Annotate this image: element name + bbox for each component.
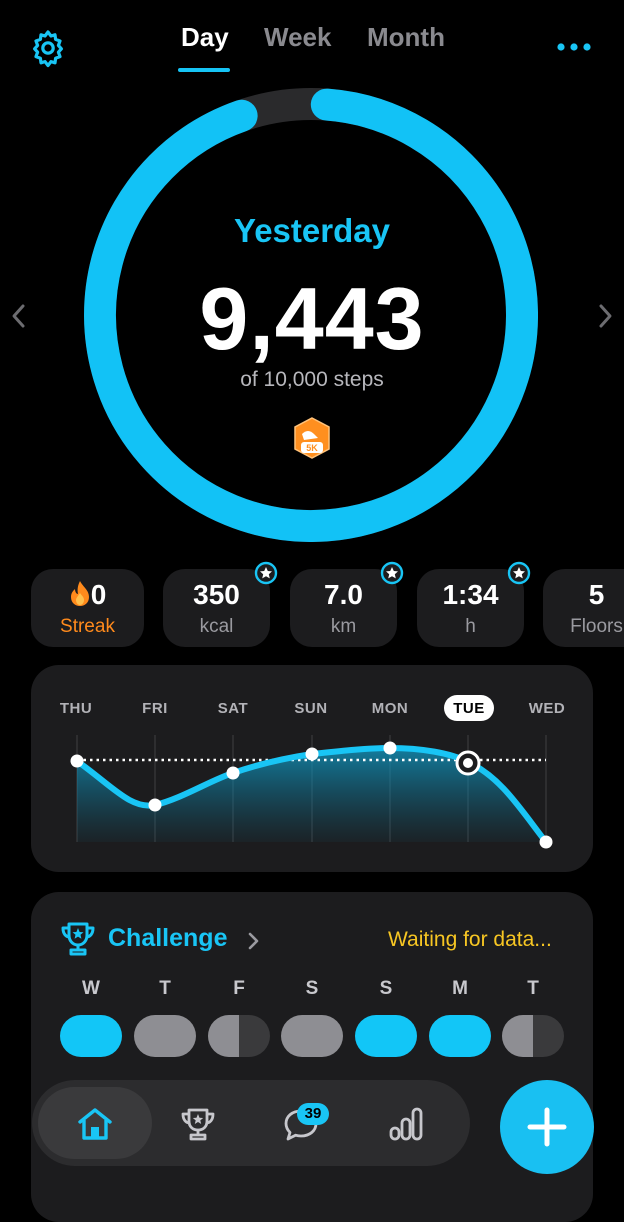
summary-title: Yesterday (234, 212, 390, 249)
chart-point (383, 741, 397, 755)
stat-streak-value: 0 (90, 579, 107, 610)
stat-kcal-label: kcal (199, 616, 234, 637)
notification-badge: 39 (297, 1103, 329, 1125)
challenge-day-label: F (233, 978, 245, 999)
challenge-day-progress (355, 1015, 417, 1057)
chart-day-label[interactable]: FRI (142, 700, 168, 717)
chart-point (70, 754, 84, 768)
previous-day-icon[interactable] (8, 298, 30, 334)
stat-floors-label: Floors (570, 616, 623, 637)
challenge-day-progress (208, 1015, 270, 1057)
stat-kcal-value: 350 (193, 579, 240, 610)
stat-distance[interactable]: 7.0 km (290, 561, 404, 647)
tab-week[interactable]: Week (264, 22, 332, 52)
tab-month[interactable]: Month (367, 22, 445, 52)
stat-time-value: 1:34 (442, 579, 499, 610)
challenge-day-progress (60, 1015, 122, 1057)
chart-day-label[interactable]: MON (371, 700, 409, 717)
steps-value: 9,443 (199, 269, 425, 368)
plus-icon (527, 1107, 567, 1147)
stat-floors-value: 5 (588, 579, 605, 610)
star-badge-icon (380, 561, 404, 585)
next-day-icon[interactable] (594, 298, 616, 334)
selected-day-pill (444, 695, 494, 721)
stat-distance-label: km (330, 616, 357, 637)
challenge-title[interactable]: Challenge (108, 924, 228, 952)
trophy-icon[interactable] (178, 1104, 218, 1144)
challenge-day-label: W (82, 978, 100, 999)
stat-distance-value: 7.0 (324, 579, 363, 610)
chart-point (148, 798, 162, 812)
stat-time-label: h (465, 616, 476, 637)
chevron-right-icon[interactable] (245, 930, 261, 952)
trophy-icon (61, 922, 95, 956)
challenge-card[interactable] (31, 892, 593, 1222)
weekly-steps-chart (70, 735, 553, 849)
chart-point (305, 747, 319, 761)
chart-day-label[interactable]: THU (59, 700, 93, 717)
challenge-day-label: T (527, 978, 539, 999)
tab-day[interactable]: Day (181, 22, 229, 52)
badge-5k-icon: 5K (294, 417, 330, 459)
stat-floors[interactable]: 5 Floors (543, 569, 624, 647)
steps-goal: of 10,000 steps (240, 368, 384, 391)
chart-day-label[interactable]: SAT (217, 700, 249, 717)
challenge-day-progress (502, 1015, 564, 1057)
chart-point (226, 766, 240, 780)
challenge-status: Waiting for data... (388, 928, 552, 951)
star-badge-icon (507, 561, 531, 585)
chart-point (539, 835, 553, 849)
chart-day-label[interactable]: WED (528, 700, 566, 717)
challenge-day-label: S (305, 978, 319, 999)
tab-home-selected-bg (38, 1087, 152, 1159)
challenge-day-progress (281, 1015, 343, 1057)
steps-progress-arc (84, 88, 538, 542)
challenge-day-label: S (379, 978, 393, 999)
star-badge-icon (254, 561, 278, 585)
steps-progress-ring (84, 88, 538, 542)
stat-time[interactable]: 1:34 h (417, 561, 531, 647)
challenge-day-progress (134, 1015, 196, 1057)
chart-day-label-selected[interactable]: TUE (453, 700, 485, 717)
active-tab-indicator (178, 68, 230, 72)
home-icon[interactable] (75, 1104, 115, 1144)
stats-icon[interactable] (386, 1104, 426, 1144)
period-tabs: Day Week Month (0, 22, 624, 72)
badge-5k-label: 5K (306, 443, 318, 453)
stat-streak-label: Streak (60, 616, 115, 637)
stat-streak[interactable]: 0 Streak (31, 569, 144, 647)
more-icon[interactable] (556, 40, 592, 54)
add-button[interactable] (500, 1080, 594, 1174)
gear-icon[interactable] (28, 28, 68, 68)
flame-icon (70, 581, 89, 606)
challenge-day-label: M (452, 978, 468, 999)
steps-area (77, 748, 546, 842)
challenge-day-label: T (159, 978, 171, 999)
chart-day-label[interactable]: SUN (294, 700, 328, 717)
stat-kcal[interactable]: 350 kcal (163, 561, 278, 647)
challenge-day-progress (429, 1015, 491, 1057)
